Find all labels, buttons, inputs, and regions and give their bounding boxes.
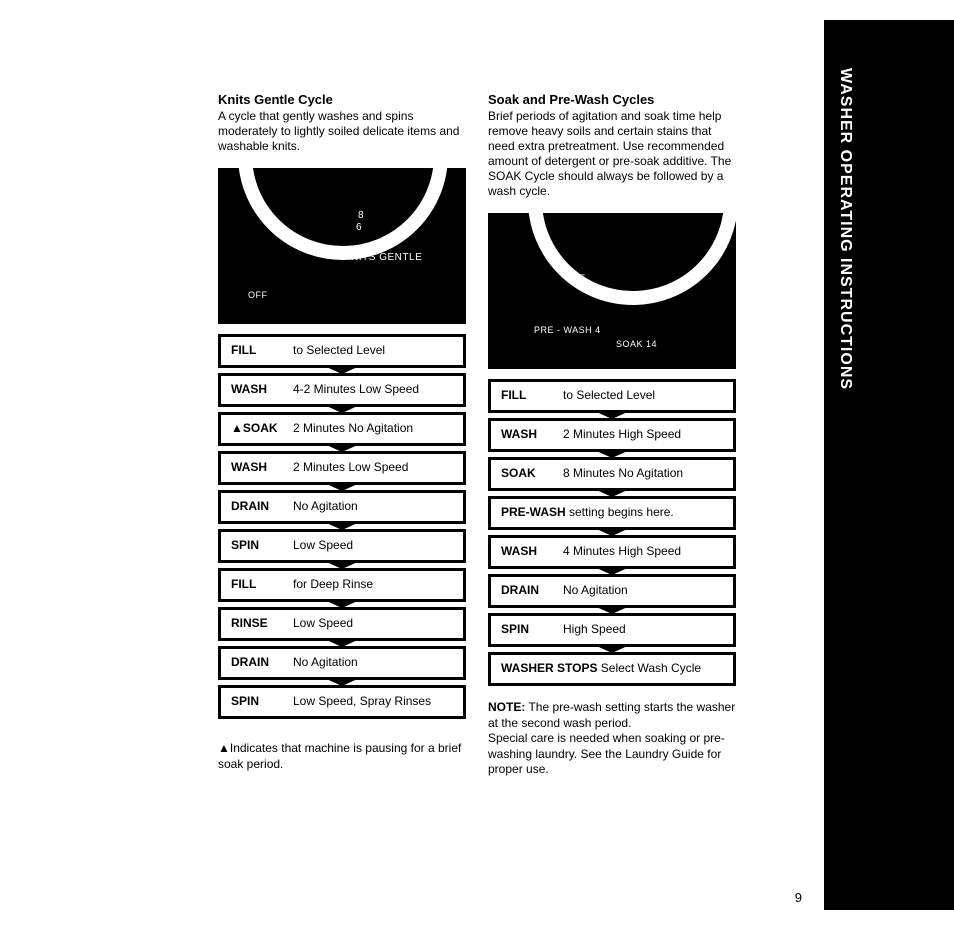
- cycle-step-value: 4 Minutes High Speed: [563, 544, 681, 558]
- cycle-step-label: SOAK: [501, 466, 563, 480]
- page: WASHER OPERATING INSTRUCTIONS Knits Gent…: [0, 0, 954, 941]
- cycle-step-full: PRE-WASH setting begins here.: [501, 505, 674, 519]
- cycle-step: PRE-WASH setting begins here.: [488, 496, 736, 530]
- cycle-step: RINSELow Speed: [218, 607, 466, 641]
- note-text: The pre-wash setting starts the washer a…: [488, 700, 735, 776]
- cycle-step: DRAINNo Agitation: [488, 574, 736, 608]
- cycle-step-value: for Deep Rinse: [293, 577, 373, 591]
- soak-title: Soak and Pre-Wash Cycles: [488, 92, 736, 107]
- cycle-step-label: DRAIN: [231, 655, 293, 669]
- cycle-step: ▲SOAK2 Minutes No Agitation: [218, 412, 466, 446]
- cycle-step: WASH2 Minutes Low Speed: [218, 451, 466, 485]
- cycle-step: SPINHigh Speed: [488, 613, 736, 647]
- cycle-step-label: DRAIN: [501, 583, 563, 597]
- cycle-step: SOAK8 Minutes No Agitation: [488, 457, 736, 491]
- soak-footnote: ▲Indicates that machine is pausing for a…: [218, 741, 466, 772]
- cycle-step-label: SPIN: [231, 538, 293, 552]
- cycle-step-value: to Selected Level: [563, 388, 655, 402]
- two-column-layout: Knits Gentle Cycle A cycle that gently w…: [218, 92, 736, 778]
- cycle-step-label: DRAIN: [231, 499, 293, 513]
- cycle-step: WASHER STOPS Select Wash Cycle: [488, 652, 736, 686]
- cycle-step-label: WASH: [231, 382, 293, 396]
- cycle-step: FILLto Selected Level: [218, 334, 466, 368]
- cycle-step: SPINLow Speed: [218, 529, 466, 563]
- cycle-step: DRAINNo Agitation: [218, 646, 466, 680]
- knits-step-list: FILLto Selected LevelWASH4-2 Minutes Low…: [218, 334, 466, 719]
- content-area: Knits Gentle Cycle A cycle that gently w…: [218, 92, 736, 778]
- dial-ring-icon: [528, 213, 736, 305]
- cycle-step-label: FILL: [501, 388, 563, 402]
- dial-label-knits-gentle: KNITS GENTLE: [344, 252, 422, 263]
- dial-number-8: 8: [358, 210, 364, 221]
- cycle-step-label: WASH: [501, 544, 563, 558]
- dial-label-off: OFF: [248, 290, 268, 300]
- dial-label-off: OFF: [566, 273, 586, 283]
- cycle-step-full: WASHER STOPS Select Wash Cycle: [501, 661, 701, 675]
- edge-mark: [929, 42, 932, 72]
- cycle-step: DRAINNo Agitation: [218, 490, 466, 524]
- cycle-step-value: Low Speed: [293, 616, 353, 630]
- page-number: 9: [795, 890, 802, 905]
- cycle-step-label: WASH: [231, 460, 293, 474]
- dial-label-soak: SOAK 14: [616, 339, 657, 349]
- cycle-step-label: ▲SOAK: [231, 421, 293, 435]
- soak-dial-illustration: OFF PRE - WASH 4 SOAK 14: [488, 213, 736, 369]
- cycle-step-value: High Speed: [563, 622, 626, 636]
- soak-desc: Brief periods of agitation and soak time…: [488, 109, 736, 199]
- cycle-step: WASH4 Minutes High Speed: [488, 535, 736, 569]
- cycle-step-value: 2 Minutes Low Speed: [293, 460, 408, 474]
- knits-title: Knits Gentle Cycle: [218, 92, 466, 107]
- cycle-step-label: WASH: [501, 427, 563, 441]
- knits-dial-illustration: 8 6 KNITS GENTLE OFF: [218, 168, 466, 324]
- cycle-step-value: Low Speed, Spray Rinses: [293, 694, 431, 708]
- cycle-step-value: 2 Minutes High Speed: [563, 427, 681, 441]
- note-block: NOTE: The pre-wash setting starts the wa…: [488, 700, 736, 778]
- cycle-step-value: 8 Minutes No Agitation: [563, 466, 683, 480]
- cycle-step: SPINLow Speed, Spray Rinses: [218, 685, 466, 719]
- cycle-step-value: No Agitation: [563, 583, 628, 597]
- cycle-step-label: RINSE: [231, 616, 293, 630]
- cycle-step-value: Low Speed: [293, 538, 353, 552]
- cycle-step-value: 2 Minutes No Agitation: [293, 421, 413, 435]
- dial-number-6: 6: [356, 222, 362, 233]
- cycle-step-value: No Agitation: [293, 655, 358, 669]
- cycle-step: WASH4-2 Minutes Low Speed: [218, 373, 466, 407]
- knits-desc: A cycle that gently washes and spins mod…: [218, 109, 466, 154]
- right-column: Soak and Pre-Wash Cycles Brief periods o…: [488, 92, 736, 778]
- cycle-step-value: to Selected Level: [293, 343, 385, 357]
- soak-step-list: FILLto Selected LevelWASH2 Minutes High …: [488, 379, 736, 686]
- cycle-step-label: SPIN: [501, 622, 563, 636]
- cycle-step-value: No Agitation: [293, 499, 358, 513]
- cycle-step-value: 4-2 Minutes Low Speed: [293, 382, 419, 396]
- left-column: Knits Gentle Cycle A cycle that gently w…: [218, 92, 466, 778]
- cycle-step: FILLto Selected Level: [488, 379, 736, 413]
- cycle-step: WASH2 Minutes High Speed: [488, 418, 736, 452]
- dial-ring-icon: [238, 168, 448, 260]
- cycle-step-label: FILL: [231, 343, 293, 357]
- cycle-step-label: FILL: [231, 577, 293, 591]
- cycle-step-label: SPIN: [231, 694, 293, 708]
- dial-label-prewash: PRE - WASH 4: [534, 325, 601, 335]
- cycle-step: FILLfor Deep Rinse: [218, 568, 466, 602]
- sidebar-section-label: WASHER OPERATING INSTRUCTIONS: [832, 60, 858, 398]
- note-label: NOTE:: [488, 700, 525, 714]
